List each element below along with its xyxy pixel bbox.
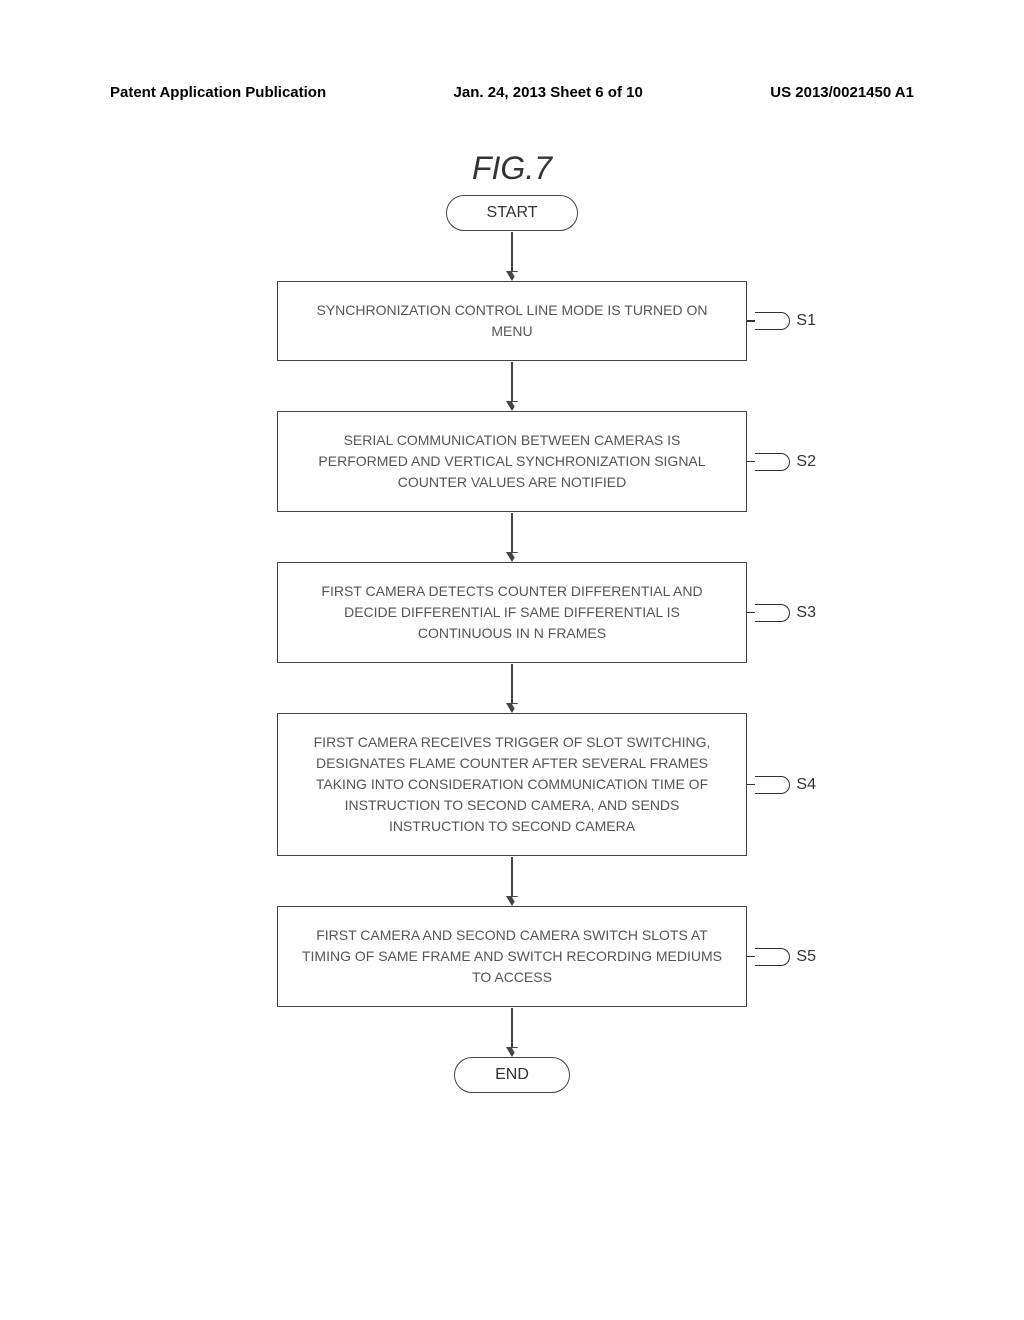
step-id: S4 <box>796 773 816 797</box>
arrow-connector <box>506 512 518 562</box>
process-step-2: SERIAL COMMUNICATION BETWEEN CAMERAS IS … <box>277 411 747 512</box>
arrow-line <box>511 1008 513 1048</box>
header-right: US 2013/0021450 A1 <box>770 84 914 101</box>
process-step-3: FIRST CAMERA DETECTS COUNTER DIFFERENTIA… <box>277 562 747 663</box>
connector-icon <box>755 312 790 330</box>
page-header: Patent Application Publication Jan. 24, … <box>0 84 1024 101</box>
step-id: S1 <box>796 309 816 333</box>
step-id: S5 <box>796 945 816 969</box>
step-text: FIRST CAMERA AND SECOND CAMERA SWITCH SL… <box>302 927 722 985</box>
arrow-connector <box>506 663 518 713</box>
arrow-line <box>511 232 513 272</box>
arrow-head-icon <box>506 703 518 713</box>
step-label: S4 <box>755 773 816 797</box>
flowchart-container: START SYNCHRONIZATION CONTROL LINE MODE … <box>212 195 812 1093</box>
connector-icon <box>755 604 790 622</box>
arrow-head-icon <box>506 1047 518 1057</box>
step-label: S3 <box>755 601 816 625</box>
header-center: Jan. 24, 2013 Sheet 6 of 10 <box>454 84 643 101</box>
step-text: FIRST CAMERA RECEIVES TRIGGER OF SLOT SW… <box>314 734 711 834</box>
step-text: SERIAL COMMUNICATION BETWEEN CAMERAS IS … <box>318 432 705 490</box>
start-terminal: START <box>446 195 579 231</box>
connector-icon <box>755 948 790 966</box>
step-text: FIRST CAMERA DETECTS COUNTER DIFFERENTIA… <box>321 583 702 641</box>
arrow-line <box>511 513 513 553</box>
step-id: S3 <box>796 601 816 625</box>
process-step-1: SYNCHRONIZATION CONTROL LINE MODE IS TUR… <box>277 281 747 361</box>
end-terminal: END <box>454 1057 570 1093</box>
process-step-4: FIRST CAMERA RECEIVES TRIGGER OF SLOT SW… <box>277 713 747 856</box>
step-label: S5 <box>755 945 816 969</box>
step-label: S2 <box>755 450 816 474</box>
arrow-connector <box>506 361 518 411</box>
step-text: SYNCHRONIZATION CONTROL LINE MODE IS TUR… <box>317 302 708 339</box>
arrow-head-icon <box>506 552 518 562</box>
arrow-connector <box>506 856 518 906</box>
arrow-head-icon <box>506 401 518 411</box>
connector-icon <box>755 453 790 471</box>
step-label: S1 <box>755 309 816 333</box>
arrow-connector <box>506 231 518 281</box>
arrow-line <box>511 664 513 704</box>
arrow-head-icon <box>506 896 518 906</box>
step-id: S2 <box>796 450 816 474</box>
header-left: Patent Application Publication <box>110 84 326 101</box>
arrow-line <box>511 857 513 897</box>
figure-title: FIG.7 <box>472 150 552 187</box>
process-step-5: FIRST CAMERA AND SECOND CAMERA SWITCH SL… <box>277 906 747 1007</box>
connector-icon <box>755 776 790 794</box>
arrow-connector <box>506 1007 518 1057</box>
arrow-head-icon <box>506 271 518 281</box>
arrow-line <box>511 362 513 402</box>
